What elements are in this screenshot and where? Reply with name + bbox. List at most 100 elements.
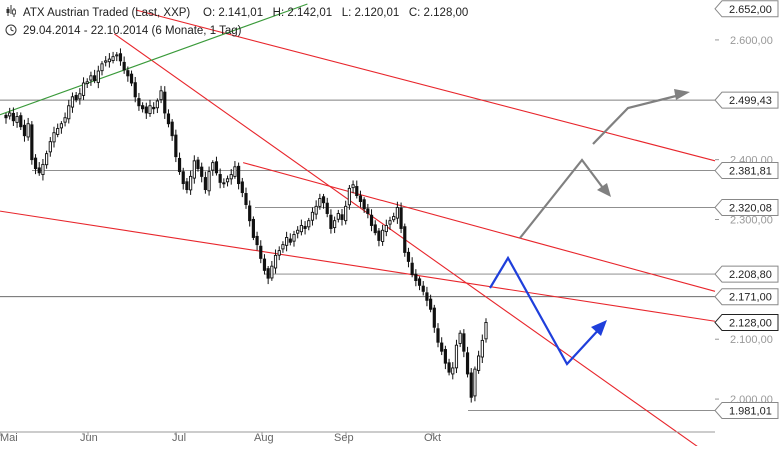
candle (273, 249, 278, 274)
candle-body-down (74, 94, 78, 101)
candle (37, 162, 41, 176)
candle-body-up (384, 225, 388, 233)
x-tick-label: Okt (424, 432, 441, 444)
candle-body-down (222, 182, 226, 185)
level-tag-text: 2.381,81 (729, 166, 772, 178)
candle-body-down (200, 166, 204, 177)
candle (104, 56, 108, 67)
candle-body-down (244, 193, 248, 205)
candle (148, 99, 152, 117)
candle-body-down (19, 115, 23, 128)
level-tag-shape (714, 265, 779, 283)
candle (333, 216, 337, 234)
level-tag-shape (714, 198, 779, 216)
candle (473, 366, 477, 402)
candle (369, 209, 374, 232)
level-price-tag: 2.320,08 (714, 198, 779, 216)
candle-body-down (410, 262, 414, 276)
candle (93, 69, 97, 84)
candle (248, 200, 252, 227)
candle (100, 61, 104, 76)
candle-body-up (314, 205, 318, 215)
candle-body-up (484, 322, 488, 340)
candle-body-up (78, 93, 82, 100)
channel-line (135, 9, 716, 162)
candle-body-down (259, 245, 263, 259)
candle (347, 185, 351, 210)
candle (85, 78, 89, 89)
candle-body-up (451, 367, 455, 375)
candle-body-down (251, 218, 255, 238)
candle (118, 48, 123, 66)
level-tag-text: 2.128,00 (729, 317, 772, 329)
candle-body-down (93, 75, 97, 82)
candle (358, 190, 363, 208)
candle-body-down (321, 196, 326, 204)
x-tick-label: Mai (0, 432, 18, 444)
candle-body-up (458, 332, 462, 344)
candle (30, 121, 34, 165)
candle-body-down (377, 230, 381, 241)
candle (19, 112, 23, 131)
candle (314, 200, 318, 220)
candle-body-down (218, 174, 222, 183)
level-tag-shape (714, 288, 779, 306)
candle-body-down (447, 362, 451, 373)
level-tag-text: 2.320,08 (729, 202, 772, 214)
chart-header: ATX Austrian Traded (Last, XXP) O: 2.141… (5, 5, 468, 37)
candle-body-down (425, 292, 429, 301)
trend-line (0, 3, 308, 116)
candle-body-up (307, 220, 311, 228)
candle (277, 246, 281, 261)
x-tick-label: Jun (80, 432, 98, 444)
candle-body-up (351, 184, 355, 189)
candle (163, 86, 167, 119)
candle (255, 231, 259, 251)
candle (432, 304, 436, 333)
candle (214, 156, 219, 176)
candle (137, 92, 141, 111)
candle-body-up (285, 237, 289, 246)
candle (425, 286, 429, 307)
candle-body-up (70, 96, 75, 108)
candle (417, 276, 422, 291)
candle-body-up (344, 205, 348, 222)
candle-body-up (273, 254, 278, 269)
candle (440, 337, 444, 356)
candle-body-down (163, 91, 167, 114)
candle-body-down (33, 157, 38, 170)
candle-body-down (255, 235, 259, 246)
candle-body-up (148, 105, 152, 114)
candle (421, 281, 425, 296)
level-price-tag: 2.499,43 (714, 91, 779, 109)
candle (22, 119, 27, 142)
candle-body-down (240, 181, 244, 194)
candle-body-up (67, 105, 71, 120)
candle-body-up (392, 216, 396, 221)
candle-body-up (155, 100, 159, 109)
candle (318, 193, 322, 210)
candle-body-down (325, 202, 329, 214)
candle (285, 231, 289, 252)
candle (185, 178, 189, 194)
candle-body-up (477, 355, 481, 371)
bullish-breakout-arrowhead (674, 89, 690, 100)
candle-body-down (417, 278, 422, 286)
candle-body-down (340, 214, 344, 220)
candle-body-down (214, 161, 219, 174)
candle (133, 76, 137, 103)
candle-body-down (399, 207, 403, 229)
candle-body-down (122, 61, 126, 71)
candle (107, 53, 111, 68)
level-tag-shape (714, 91, 779, 109)
candle (211, 160, 215, 176)
candle-body-down (185, 181, 189, 191)
candle-body-up (63, 117, 67, 123)
support-resistance-levels (0, 99, 715, 411)
candle-body-up (299, 225, 303, 233)
candle (381, 224, 385, 246)
candle-body-up (395, 207, 399, 219)
candle-body-down (469, 372, 473, 398)
candle-body-down (237, 165, 241, 185)
